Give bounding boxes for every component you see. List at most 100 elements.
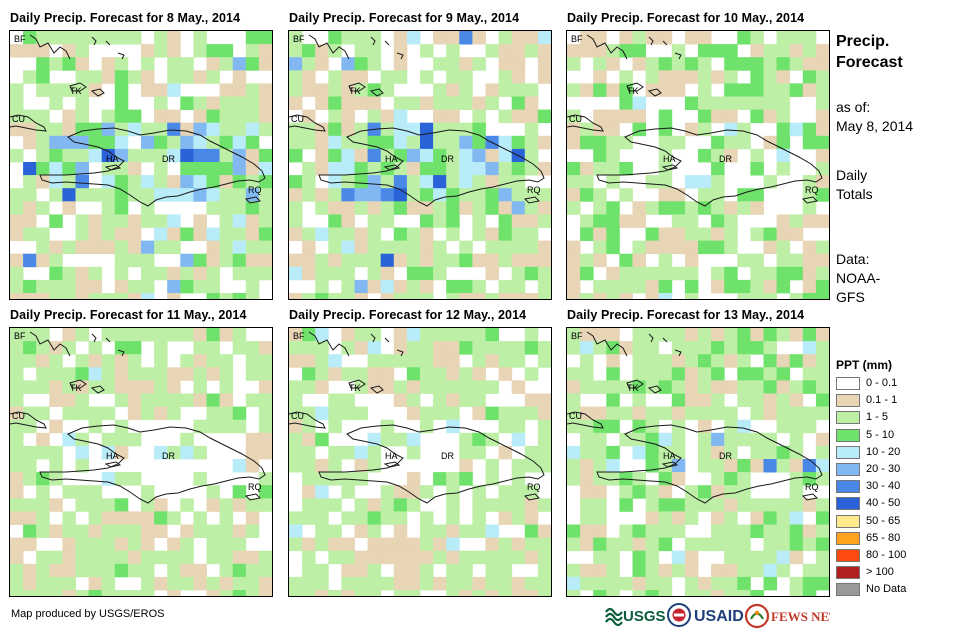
precip-cell <box>167 214 181 228</box>
precip-cell <box>446 227 460 241</box>
precip-cell <box>341 485 355 499</box>
precip-cell <box>658 253 673 268</box>
precip-cell <box>789 576 804 591</box>
precip-cell <box>62 148 76 163</box>
precip-cell <box>802 293 817 299</box>
precip-cell <box>341 201 355 215</box>
precip-cell <box>711 537 725 552</box>
precip-cell <box>671 227 686 241</box>
precip-cell <box>698 148 712 163</box>
precip-cell <box>658 122 673 137</box>
precip-cell <box>645 31 660 45</box>
precip-cell <box>606 590 620 596</box>
precip-cell <box>258 419 272 434</box>
precip-cell <box>367 96 382 110</box>
precip-cell <box>671 44 686 58</box>
precip-cell <box>671 432 686 447</box>
precip-cell <box>23 406 37 421</box>
precip-cell <box>10 563 24 578</box>
precip-cell <box>354 590 368 596</box>
precip-cell <box>180 563 194 578</box>
precip-cell <box>193 354 207 368</box>
precip-cell <box>393 44 408 58</box>
precip-cell <box>446 590 460 596</box>
precip-cell <box>567 162 581 176</box>
precip-cell <box>341 393 355 407</box>
precip-cell <box>289 253 303 268</box>
precip-cell <box>393 96 408 110</box>
precip-cell <box>567 576 581 591</box>
precip-cell <box>711 511 725 525</box>
precip-cell <box>750 563 764 578</box>
precip-cell <box>232 109 247 124</box>
precip-cell <box>593 109 607 124</box>
precip-cell <box>75 445 89 460</box>
precip-cell <box>593 240 607 255</box>
forecast-map-6: BF TK CU HA DR RQ <box>566 327 830 597</box>
precip-cell <box>328 293 342 299</box>
precip-cell <box>737 135 751 150</box>
precip-cell <box>433 31 447 45</box>
precip-cell <box>10 367 24 381</box>
precip-cell <box>127 162 142 176</box>
precip-cell <box>580 524 594 538</box>
precip-cell <box>101 354 116 368</box>
precip-cell <box>367 201 382 215</box>
map-label-rq: RQ <box>805 482 819 492</box>
precip-cell <box>789 393 804 407</box>
precip-cell <box>698 70 712 84</box>
precip-cell <box>711 341 725 355</box>
precip-cell <box>737 498 751 512</box>
precip-cell <box>36 70 50 84</box>
map-label-ha: HA <box>106 451 119 461</box>
precip-cell <box>206 293 220 299</box>
precip-cell <box>380 419 395 434</box>
precip-cell <box>49 354 63 368</box>
precip-cell <box>593 188 607 202</box>
precip-cell <box>632 432 646 447</box>
precip-cell <box>36 367 50 381</box>
precip-cell <box>619 485 633 499</box>
tk-island-outline <box>69 379 87 389</box>
precip-cell <box>302 563 316 578</box>
precip-cell <box>420 576 434 591</box>
precip-cell <box>658 380 673 394</box>
puerto-rico-edge-outline <box>523 196 541 204</box>
precip-cell <box>141 380 155 394</box>
precip-cell <box>154 240 168 255</box>
precip-cell <box>49 240 63 255</box>
precip-cell <box>36 563 50 578</box>
precip-cell <box>606 162 620 176</box>
precip-cell <box>498 135 513 150</box>
precip-cell <box>537 354 551 368</box>
precip-cell <box>341 83 355 97</box>
precip-cell <box>114 524 129 538</box>
precip-cell <box>141 485 155 499</box>
precip-cell <box>433 393 447 407</box>
precip-cell <box>302 419 316 434</box>
precip-cell <box>193 524 207 538</box>
precip-cell <box>593 419 607 434</box>
precip-cell <box>593 341 607 355</box>
precip-cell <box>49 393 63 407</box>
precip-cell <box>245 122 260 137</box>
precip-cell <box>671 406 686 421</box>
precip-cell <box>232 576 247 591</box>
precip-cell <box>167 266 181 281</box>
precip-cell <box>511 240 526 255</box>
tk-island-outline <box>348 379 366 389</box>
precip-cell <box>420 96 434 110</box>
precip-cell <box>789 419 804 434</box>
precip-cell <box>341 109 355 124</box>
precip-cell <box>180 432 194 447</box>
precip-cell <box>763 341 777 355</box>
precip-cell <box>180 148 194 163</box>
precip-cell <box>315 511 329 525</box>
precip-cell <box>606 83 620 97</box>
precip-cell <box>354 188 368 202</box>
precip-cell <box>802 576 817 591</box>
precip-cell <box>485 328 499 342</box>
precip-cell <box>393 432 408 447</box>
precip-cell <box>328 459 342 473</box>
